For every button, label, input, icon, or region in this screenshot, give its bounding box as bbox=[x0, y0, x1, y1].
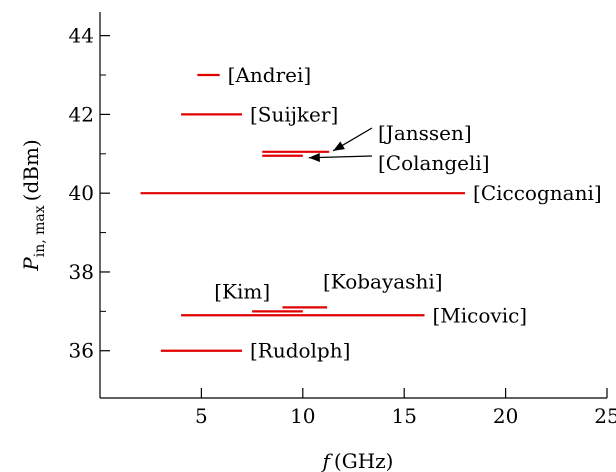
x-tick-label: 10 bbox=[290, 404, 315, 428]
series-label-rudolph: [Rudolph] bbox=[250, 339, 350, 363]
series-label-janssen: [Janssen] bbox=[378, 121, 472, 145]
series-label-andrei: [Andrei] bbox=[228, 63, 312, 87]
y-axis-label: Pin, max(dBm) bbox=[19, 139, 48, 271]
series-label-colangeli: [Colangeli] bbox=[378, 151, 490, 175]
arrow-colangeli bbox=[308, 152, 373, 162]
series-lines bbox=[140, 73, 466, 352]
x-ticks: 5 10 15 20 25 bbox=[195, 388, 616, 428]
series-labels: [Andrei] [Suijker] [Janssen] [Colangeli] [Ci… bbox=[214, 63, 601, 363]
axes bbox=[99, 12, 607, 399]
x-tick-label: 25 bbox=[594, 404, 616, 428]
annotation-arrows bbox=[308, 127, 373, 162]
series-label-kobayashi: [Kobayashi] bbox=[323, 269, 443, 293]
series-label-ciccognani: [Ciccognani] bbox=[473, 181, 602, 205]
arrow-janssen bbox=[332, 127, 373, 152]
x-axis-label: f (GHz) bbox=[321, 449, 394, 472]
y-tick-label: 40 bbox=[69, 181, 94, 205]
series-label-kim: [Kim] bbox=[214, 279, 270, 303]
series-label-suijker: [Suijker] bbox=[250, 102, 338, 126]
x-tick-label: 20 bbox=[493, 404, 518, 428]
x-tick-label: 15 bbox=[391, 404, 416, 428]
y-tick-label: 42 bbox=[69, 102, 94, 126]
y-ticks: 36 38 40 42 44 bbox=[69, 24, 110, 363]
y-tick-label: 36 bbox=[69, 339, 94, 363]
y-tick-label: 38 bbox=[69, 260, 94, 284]
y-tick-label: 44 bbox=[69, 24, 94, 48]
series-label-micovic: [Micovic] bbox=[432, 303, 527, 327]
x-tick-label: 5 bbox=[195, 404, 208, 428]
